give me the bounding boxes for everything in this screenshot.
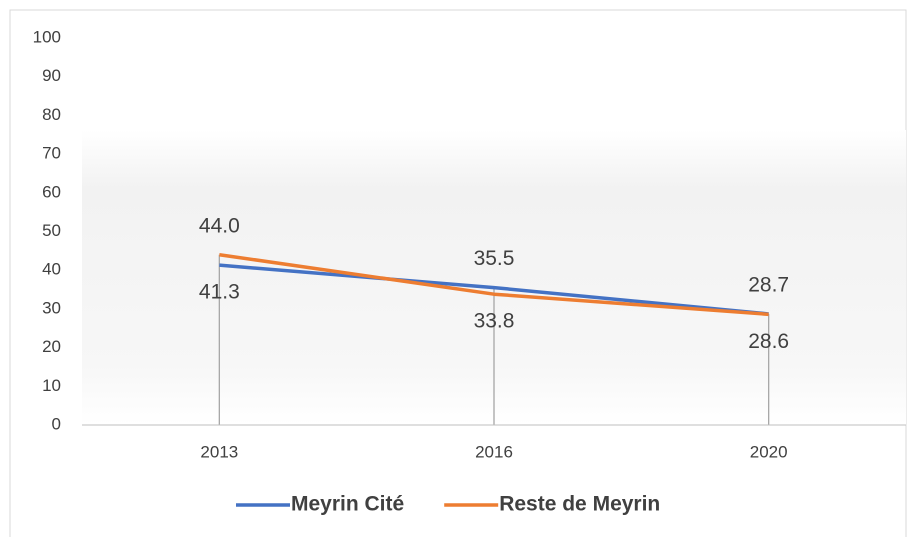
- y-tick-label: 10: [42, 376, 61, 395]
- data-label: 28.6: [748, 330, 789, 353]
- y-tick-label: 70: [42, 144, 61, 163]
- y-tick-label: 40: [42, 260, 61, 279]
- data-label: 35.5: [474, 247, 515, 270]
- x-tick-label: 2016: [475, 442, 513, 461]
- data-label: 41.3: [199, 281, 240, 304]
- y-tick-label: 60: [42, 182, 61, 201]
- data-label: 44.0: [199, 214, 240, 237]
- y-tick-label: 20: [42, 337, 61, 356]
- series-line: [219, 263, 769, 316]
- y-tick-label: 50: [42, 221, 61, 240]
- data-label: 28.7: [748, 273, 789, 296]
- y-tick-label: 90: [42, 66, 61, 85]
- data-label: 33.8: [474, 310, 515, 333]
- series-line: [219, 252, 769, 317]
- x-tick-label: 2013: [200, 442, 238, 461]
- y-tick-label: 30: [42, 298, 61, 317]
- y-tick-label: 0: [52, 414, 61, 433]
- x-tick-label: 2020: [750, 442, 788, 461]
- legend-label: Reste de Meyrin: [499, 493, 660, 516]
- y-tick-label: 80: [42, 105, 61, 124]
- y-tick-label: 100: [33, 27, 61, 46]
- legend-label: Meyrin Cité: [291, 493, 404, 516]
